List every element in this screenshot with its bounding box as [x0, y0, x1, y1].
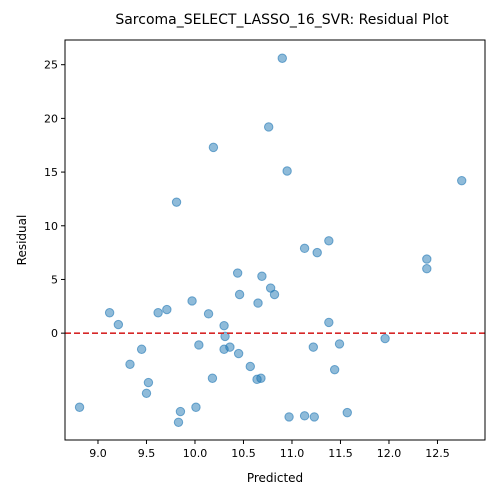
y-tick-label: 0 [51, 327, 58, 340]
x-tick-label: 9.5 [138, 447, 156, 460]
data-point [245, 361, 255, 372]
y-tick-label: 5 [51, 273, 58, 286]
data-point [299, 411, 310, 421]
x-tick-label: 12.0 [377, 447, 402, 460]
y-tick-label: 15 [44, 166, 58, 179]
data-point [277, 53, 287, 63]
y-tick-label: 20 [44, 112, 58, 125]
data-point [263, 122, 274, 132]
data-point [220, 331, 230, 342]
data-point [232, 268, 243, 278]
x-tick-label: 10.0 [183, 447, 208, 460]
x-tick-label: 10.5 [231, 447, 256, 460]
data-point [187, 296, 197, 306]
data-point [284, 412, 294, 422]
data-point [257, 271, 267, 281]
data-point [309, 412, 319, 422]
data-point [203, 309, 214, 319]
data-point [312, 247, 322, 258]
data-point [256, 373, 266, 383]
data-point [74, 402, 85, 412]
data-point [380, 333, 390, 344]
data-point [113, 319, 124, 330]
data-point [253, 298, 263, 308]
data-point [171, 197, 182, 207]
chart-title: Sarcoma_SELECT_LASSO_16_SVR: Residual Pl… [115, 12, 449, 28]
data-point [422, 254, 432, 264]
data-point [234, 289, 245, 300]
data-point [457, 175, 467, 186]
data-point [299, 243, 310, 254]
data-point [194, 340, 204, 350]
data-point [308, 342, 319, 352]
data-point [329, 364, 340, 375]
y-axis: 0 5 10 15 20 25 [44, 59, 65, 340]
plot-area [65, 53, 485, 427]
x-axis: 9.0 9.5 10.0 10.5 11.0 11.5 12.0 12.5 [89, 440, 450, 460]
y-tick-label: 10 [44, 220, 58, 233]
data-point [125, 359, 135, 369]
data-point [324, 317, 334, 328]
x-tick-label: 11.0 [280, 447, 305, 460]
data-point [104, 308, 115, 318]
data-point [173, 417, 184, 427]
x-tick-label: 9.0 [89, 447, 107, 460]
data-point [342, 407, 352, 418]
data-point [141, 388, 152, 398]
data-point [422, 264, 432, 274]
data-point [175, 406, 186, 417]
data-point [136, 344, 147, 354]
data-point [162, 304, 172, 315]
y-tick-label: 25 [44, 59, 58, 72]
data-point [225, 342, 235, 352]
data-point [324, 236, 334, 246]
data-point [153, 308, 163, 318]
y-axis-title: Residual [15, 215, 29, 266]
data-point [233, 348, 244, 359]
data-point [143, 377, 154, 388]
data-point [334, 339, 345, 349]
data-point [208, 142, 219, 153]
data-point [191, 402, 201, 412]
x-axis-title: Predicted [247, 471, 303, 485]
x-tick-label: 12.5 [425, 447, 450, 460]
data-point [282, 166, 292, 176]
data-point [219, 320, 229, 331]
data-point [269, 289, 280, 300]
plot-frame [64, 39, 486, 441]
data-point [207, 373, 218, 383]
x-tick-label: 11.5 [328, 447, 353, 460]
